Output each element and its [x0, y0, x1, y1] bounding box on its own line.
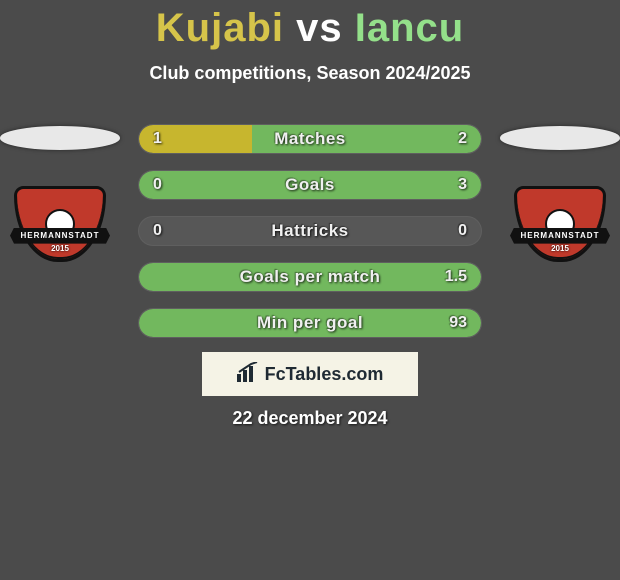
team-left-block: HERMANNSTADT 2015	[0, 126, 120, 256]
team-right-name: HERMANNSTADT	[510, 228, 610, 244]
stat-row: 00Hattricks	[138, 216, 482, 246]
stat-row: 12Matches	[138, 124, 482, 154]
brand-text: FcTables.com	[265, 364, 384, 385]
player-left-name: Kujabi	[156, 6, 284, 50]
team-left-name: HERMANNSTADT	[10, 228, 110, 244]
vs-text: vs	[296, 6, 343, 50]
stat-label: Hattricks	[139, 217, 481, 245]
team-right-year: 2015	[510, 244, 610, 253]
subtitle: Club competitions, Season 2024/2025	[0, 63, 620, 84]
team-left-badge: HERMANNSTADT 2015	[10, 182, 110, 256]
comparison-title: Kujabi vs Iancu	[0, 0, 620, 51]
stat-label: Goals	[139, 171, 481, 199]
stat-label: Min per goal	[139, 309, 481, 337]
stat-row: 1.5Goals per match	[138, 262, 482, 292]
stat-row: 03Goals	[138, 170, 482, 200]
team-left-year: 2015	[10, 244, 110, 253]
player-right-name: Iancu	[355, 6, 464, 50]
team-right-badge: HERMANNSTADT 2015	[510, 182, 610, 256]
stat-row: 93Min per goal	[138, 308, 482, 338]
stat-label: Goals per match	[139, 263, 481, 291]
stat-label: Matches	[139, 125, 481, 153]
chart-icon	[237, 362, 259, 387]
team-right-ellipse	[500, 126, 620, 150]
team-right-block: HERMANNSTADT 2015	[500, 126, 620, 256]
stats-table: 12Matches 03Goals 00Hattricks 1.5Goals per …	[138, 124, 482, 354]
date-text: 22 december 2024	[0, 408, 620, 429]
team-left-ellipse	[0, 126, 120, 150]
brand-box[interactable]: FcTables.com	[202, 352, 418, 396]
